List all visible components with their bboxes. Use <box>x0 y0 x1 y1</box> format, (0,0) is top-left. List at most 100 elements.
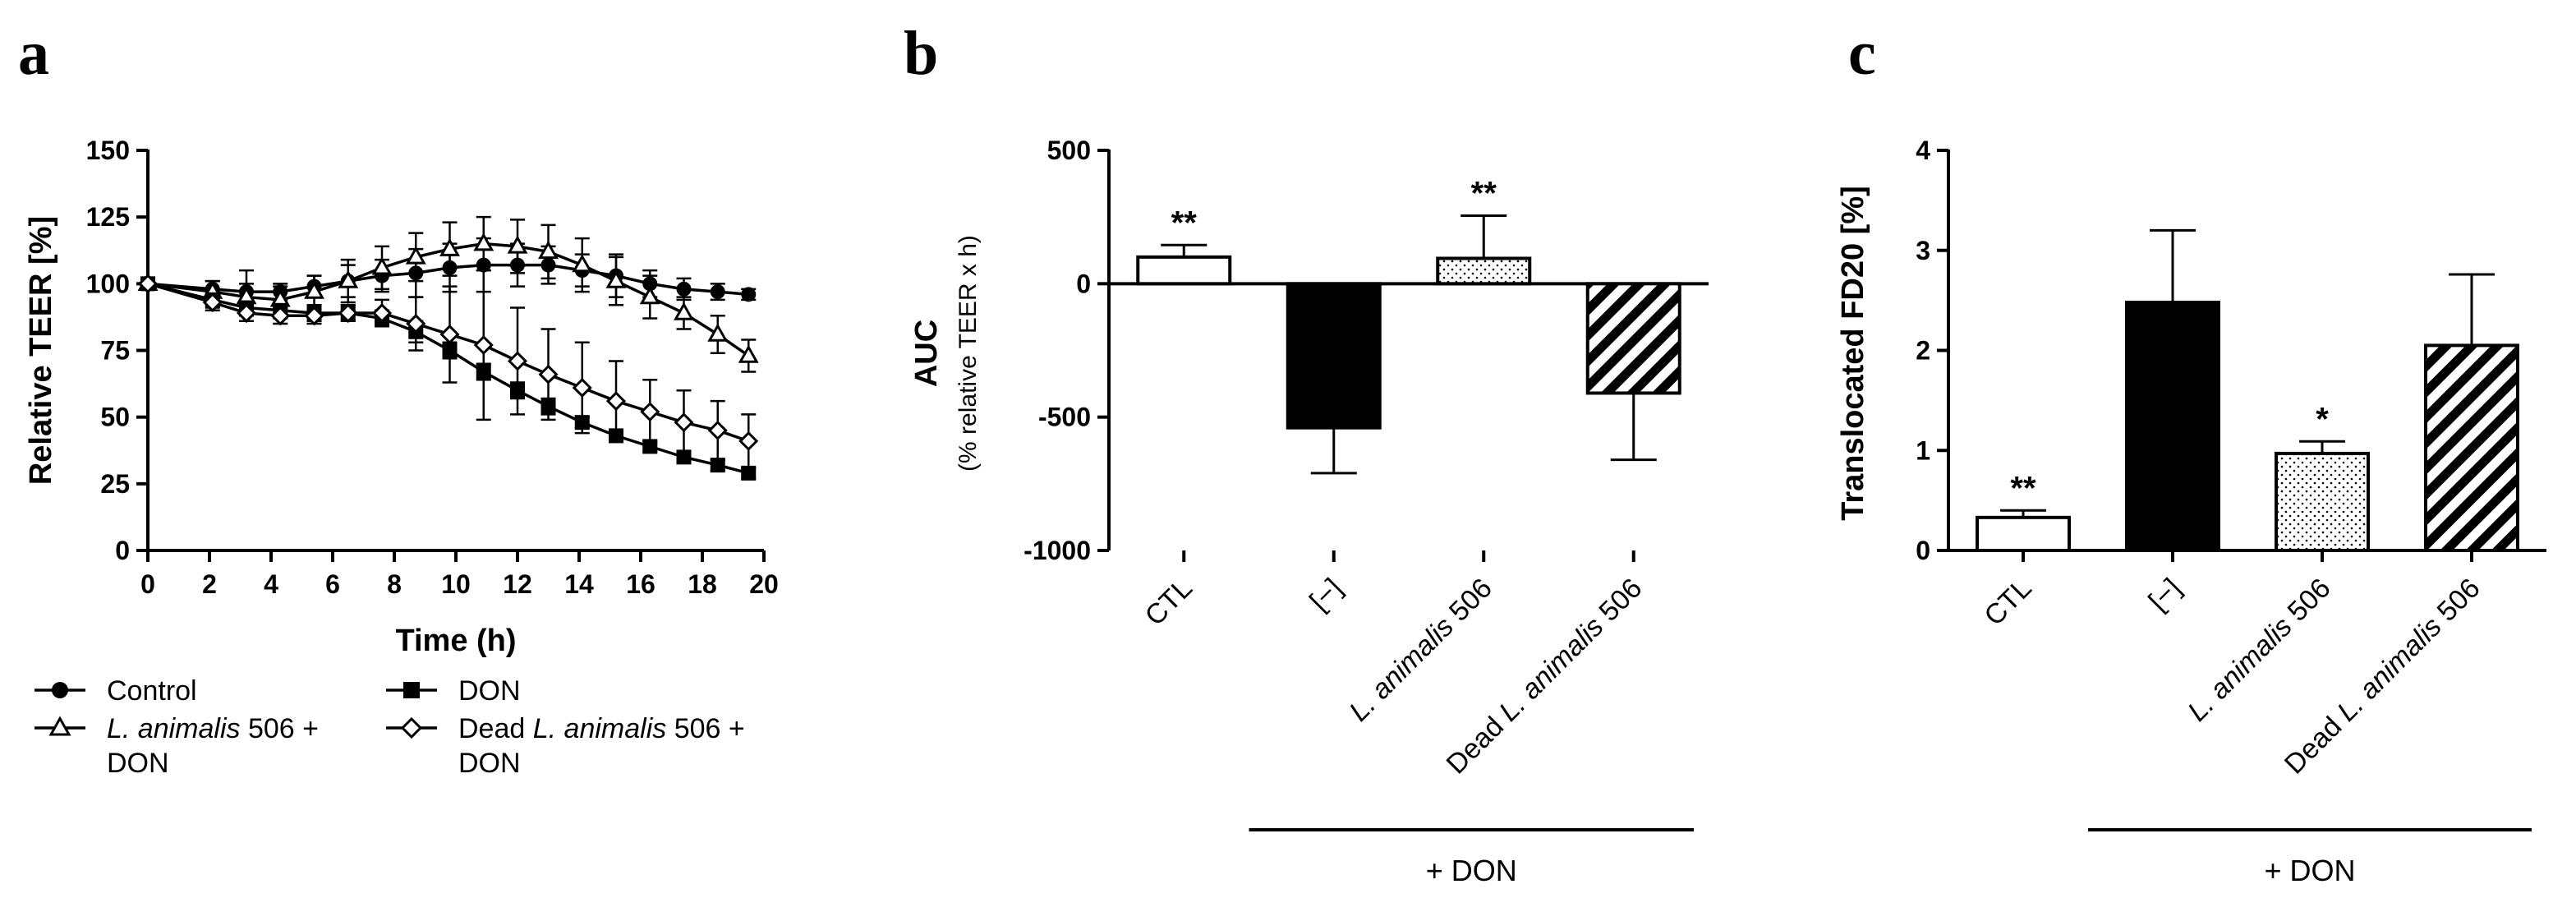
bar <box>1136 255 1232 286</box>
y-axis-title: AUC <box>909 320 944 387</box>
x-tick-label: 6 <box>325 569 340 599</box>
y-axis-subtitle: (% relative TEER x h) <box>954 235 982 472</box>
y-tick-label: 25 <box>100 469 130 499</box>
panel-label-a: a <box>18 19 49 88</box>
data-point <box>507 235 528 254</box>
x-tick-label: 14 <box>564 569 594 599</box>
data-point-shape <box>507 235 528 254</box>
data-point <box>741 287 757 302</box>
data-point-shape <box>574 415 590 431</box>
data-point-shape <box>538 240 559 260</box>
data-point <box>476 364 491 380</box>
data-point <box>338 269 359 288</box>
x-tick-label: 10 <box>441 569 471 599</box>
data-point-shape <box>236 303 257 324</box>
data-point <box>371 256 393 275</box>
data-point <box>605 269 627 288</box>
data-point-shape <box>510 257 525 273</box>
data-point <box>338 303 358 324</box>
bar <box>2275 451 2370 553</box>
data-point-shape <box>674 412 694 433</box>
data-point-shape <box>741 465 757 481</box>
legend-entry: Control <box>34 675 197 707</box>
data-point-shape <box>338 303 358 324</box>
data-point <box>676 281 692 297</box>
data-point <box>741 465 757 481</box>
data-point <box>710 284 725 300</box>
legend-marker-shape <box>48 716 71 736</box>
line-chart-relative-teer: 0 25 50 75 100 125 150 0 2 4 6 8 10 12 14 16 18 20 Time (h… <box>24 136 779 779</box>
data-point-shape <box>473 233 494 251</box>
data-point <box>304 280 324 299</box>
data-point-shape <box>741 287 757 302</box>
data-point <box>406 314 426 334</box>
data-point <box>674 302 694 320</box>
data-point-shape <box>202 292 223 313</box>
data-point-shape <box>406 314 426 334</box>
y-tick-label: 4 <box>1916 136 1930 165</box>
x-tick-label: 2 <box>202 569 217 599</box>
data-point-shape <box>507 351 528 371</box>
legend-entry: Dead L. animalis 506 + DON <box>386 713 745 779</box>
group-label: + DON <box>2264 854 2355 887</box>
data-point <box>674 412 694 433</box>
data-point-shape <box>605 391 627 412</box>
data-point <box>538 364 559 385</box>
data-point-shape <box>408 265 424 281</box>
data-point-shape <box>304 306 324 326</box>
x-axis-title: Time (h) <box>395 624 516 658</box>
data-point <box>439 324 460 345</box>
data-point-shape <box>540 398 556 414</box>
legend-marker <box>52 682 68 698</box>
data-point-shape <box>572 377 592 398</box>
data-point <box>574 415 590 431</box>
legend-marker-shape <box>403 682 420 698</box>
data-point <box>442 343 458 358</box>
data-point <box>707 420 728 440</box>
panel-label-c: c <box>1848 19 1876 88</box>
data-point <box>605 391 627 412</box>
x-tick-label: 20 <box>749 569 779 599</box>
data-point-shape <box>676 281 692 297</box>
data-point <box>572 377 592 398</box>
data-point-shape <box>738 344 759 363</box>
x-tick-label: 0 <box>140 569 155 599</box>
data-point-shape <box>371 256 393 275</box>
x-tick-label: 12 <box>503 569 532 599</box>
bar <box>1436 256 1532 286</box>
data-point <box>473 233 494 251</box>
y-tick-label: -1000 <box>1024 536 1091 565</box>
category-label: L. animalis 506 <box>2182 573 2337 728</box>
data-point-shape <box>371 303 393 324</box>
data-point <box>442 260 458 275</box>
legend-marker <box>48 716 71 736</box>
data-point-shape <box>476 257 491 273</box>
data-point <box>510 383 525 398</box>
data-point <box>304 306 324 326</box>
x-tick-label: 8 <box>387 569 402 599</box>
data-point <box>137 274 159 294</box>
legend-label-cont: DON <box>107 748 169 779</box>
data-point-shape <box>738 431 759 451</box>
data-point-shape <box>137 274 159 294</box>
y-axis-title: Relative TEER [%] <box>24 216 58 485</box>
legend-marker-shape <box>52 682 68 698</box>
y-tick-label: 150 <box>86 136 130 165</box>
data-point <box>405 246 426 265</box>
data-point <box>540 398 556 414</box>
legend-label: Control <box>107 675 197 707</box>
data-point <box>707 323 729 342</box>
bar <box>2125 301 2220 552</box>
data-point <box>202 292 223 313</box>
x-tick-label: 16 <box>626 569 656 599</box>
data-point-shape <box>676 449 692 465</box>
category-label: [−] <box>2142 573 2187 617</box>
data-point-shape <box>510 383 525 398</box>
x-tick-label: 18 <box>688 569 717 599</box>
y-tick-label: 3 <box>1916 236 1930 265</box>
data-point <box>738 344 759 363</box>
y-tick-label: 125 <box>86 202 130 232</box>
data-point <box>640 402 660 422</box>
data-point <box>510 257 525 273</box>
